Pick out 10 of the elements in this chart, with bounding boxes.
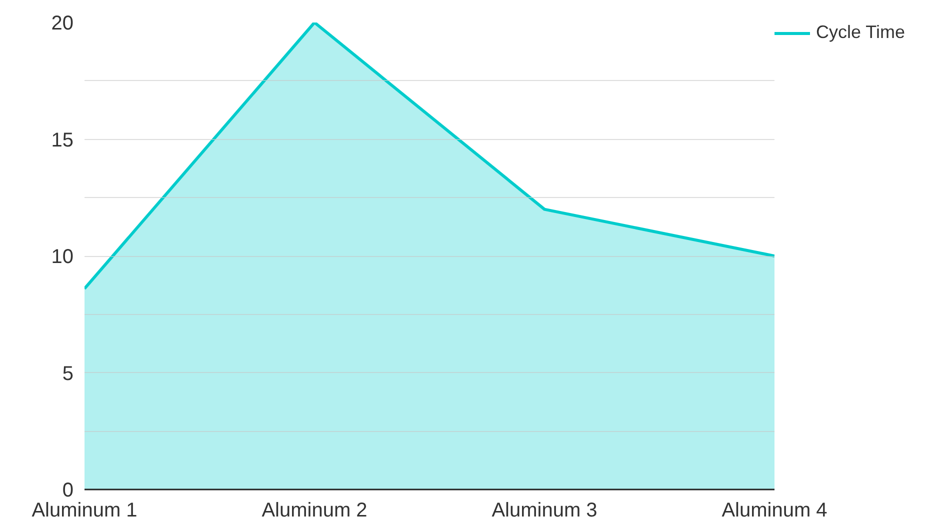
- y-tick-label: 0: [62, 480, 74, 502]
- y-tick-label: 15: [51, 129, 74, 152]
- x-tick-label: Aluminum 1: [32, 500, 138, 522]
- x-tick-label: Aluminum 4: [722, 500, 828, 522]
- y-tick-label: 5: [62, 362, 74, 385]
- y-tick-label: 10: [51, 246, 74, 268]
- x-tick-label: Aluminum 3: [492, 500, 598, 522]
- y-tick-label: 20: [51, 12, 74, 34]
- x-tick-label: Aluminum 2: [262, 500, 368, 522]
- legend-label: Cycle Time: [816, 22, 906, 43]
